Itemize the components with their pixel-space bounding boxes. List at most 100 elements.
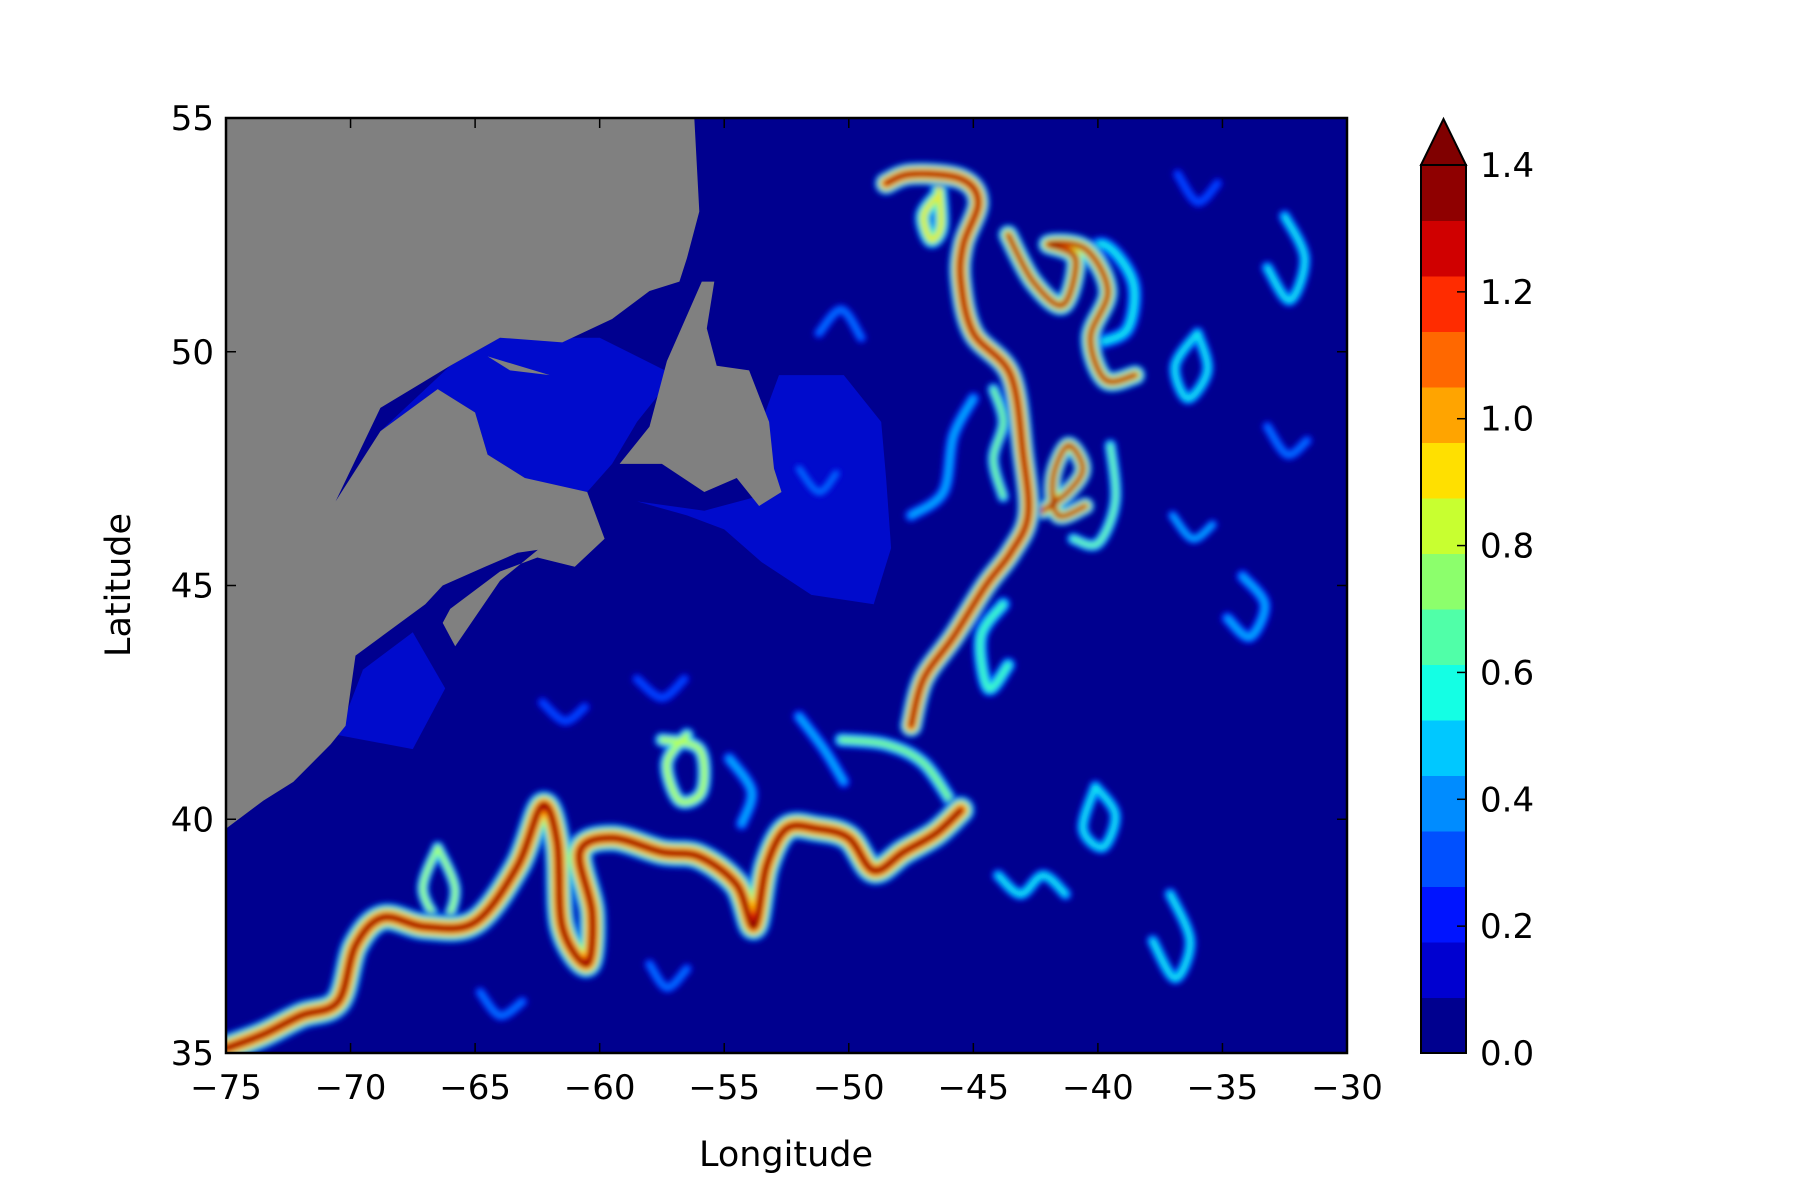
colorbar: 0.0 0.2 0.4 0.6 0.8 1.0 1.2 1.4 xyxy=(1419,116,1534,1074)
speed-contour xyxy=(1151,892,1192,980)
colorbar-level xyxy=(1421,720,1466,776)
shelf-water-region xyxy=(380,337,675,516)
y-axis-label: Latitude xyxy=(99,513,139,657)
colorbar-level xyxy=(1421,831,1466,887)
speed-contour xyxy=(992,387,1005,498)
x-tick-label: −30 xyxy=(1311,1068,1383,1108)
land-mass xyxy=(487,356,550,376)
current-filament xyxy=(833,731,962,814)
colorbar-level xyxy=(1421,664,1466,721)
current-filament xyxy=(1066,438,1123,553)
x-tick-label: −50 xyxy=(813,1068,885,1108)
land-layer xyxy=(226,118,782,1053)
x-tick-label: −60 xyxy=(564,1068,636,1108)
colorbar-frame xyxy=(1420,164,1467,1054)
colorbar-level xyxy=(1421,553,1466,610)
speed-contour xyxy=(883,171,1031,728)
colorbar-level xyxy=(1421,997,1466,1054)
x-tick-label: −40 xyxy=(1062,1068,1134,1108)
colorbar-tick-label: 0.8 xyxy=(1480,527,1534,567)
speed-contour xyxy=(660,733,706,804)
speed-contour xyxy=(648,963,688,989)
x-tick-label: −70 xyxy=(315,1068,387,1108)
colorbar-level xyxy=(1421,442,1466,499)
colorbar-tick-label: 1.0 xyxy=(1480,400,1534,440)
speed-contour xyxy=(817,308,863,339)
speed-contour xyxy=(1071,444,1117,547)
current-filament xyxy=(913,173,951,250)
colorbar-level xyxy=(1421,942,1466,998)
speed-contour xyxy=(636,678,686,699)
current-filament xyxy=(1172,168,1223,208)
y-tick-label: 35 xyxy=(171,1034,214,1074)
speed-contour xyxy=(996,874,1067,896)
x-tick-label: −75 xyxy=(190,1068,262,1108)
current-filament xyxy=(873,161,1041,739)
colorbar-tick-label: 0.0 xyxy=(1480,1034,1534,1074)
x-tick-label: −35 xyxy=(1187,1068,1259,1108)
shelf-water-region xyxy=(637,375,892,605)
y-tick-label: 55 xyxy=(171,99,214,139)
current-filament xyxy=(631,673,690,704)
colorbar-level xyxy=(1421,276,1466,332)
land-mass xyxy=(619,281,782,506)
current-filament xyxy=(813,304,867,344)
colorbar-tick-label: 1.4 xyxy=(1480,146,1534,186)
current-filament xyxy=(722,751,759,831)
speed-contour xyxy=(1226,574,1267,639)
current-filament xyxy=(644,958,693,994)
colorbar-level xyxy=(1421,331,1466,388)
colorbar-tick-label: 0.4 xyxy=(1480,780,1534,820)
x-tick-label: −45 xyxy=(937,1068,1009,1108)
speed-contour xyxy=(798,467,838,493)
colorbar-level xyxy=(1421,498,1466,554)
colorbar-level xyxy=(1421,387,1466,443)
speed-contour xyxy=(1173,331,1209,400)
current-filament xyxy=(1076,779,1123,855)
current-filament xyxy=(1168,326,1215,406)
speed-contour xyxy=(727,757,754,826)
current-filament xyxy=(986,382,1011,504)
current-filament xyxy=(991,868,1073,901)
x-axis: −75 −70 −65 −60 −55 −50 −45 −40 −35 −30 xyxy=(190,118,1383,1108)
colorbar-level xyxy=(1421,165,1466,221)
speed-contour xyxy=(909,397,975,517)
current-filament xyxy=(1261,421,1313,461)
x-tick-label: −55 xyxy=(688,1068,760,1108)
speed-contour xyxy=(226,802,964,1051)
colorbar-level xyxy=(1421,886,1466,943)
current-filament xyxy=(536,696,591,727)
speed-contour xyxy=(978,602,1010,691)
shelf-water-layer xyxy=(338,337,892,750)
colorbar-tick-label: 0.2 xyxy=(1480,907,1534,947)
current-filament xyxy=(972,596,1017,698)
speed-contour xyxy=(1266,425,1309,456)
speed-contour xyxy=(921,181,943,242)
y-tick-label: 50 xyxy=(171,333,214,373)
land-mass xyxy=(442,492,605,647)
shelf-water-region xyxy=(338,632,446,750)
current-filament xyxy=(1033,435,1095,526)
speed-contour xyxy=(1041,443,1088,519)
speed-contour xyxy=(797,715,846,784)
colorbar-level xyxy=(1421,775,1466,832)
current-filament xyxy=(792,709,851,789)
current-filament xyxy=(1260,209,1312,308)
current-filament xyxy=(1145,887,1197,986)
land-mass xyxy=(226,118,700,1053)
plot-area xyxy=(226,118,1347,1053)
current-filament xyxy=(997,223,1147,393)
colorbar-tick-label: 0.6 xyxy=(1480,653,1534,693)
speed-contour xyxy=(1176,173,1219,204)
colorbar-extend-arrow xyxy=(1419,116,1468,166)
land-mass xyxy=(500,515,550,535)
x-axis-label: Longitude xyxy=(699,1135,873,1175)
colorbar-level xyxy=(1421,220,1466,277)
y-tick-label: 40 xyxy=(171,800,214,840)
current-filament xyxy=(226,789,976,1053)
colorbar-tick-label: 1.2 xyxy=(1480,273,1534,313)
speed-contour xyxy=(1266,214,1306,302)
current-filament xyxy=(653,726,713,811)
current-filament xyxy=(1167,509,1218,545)
